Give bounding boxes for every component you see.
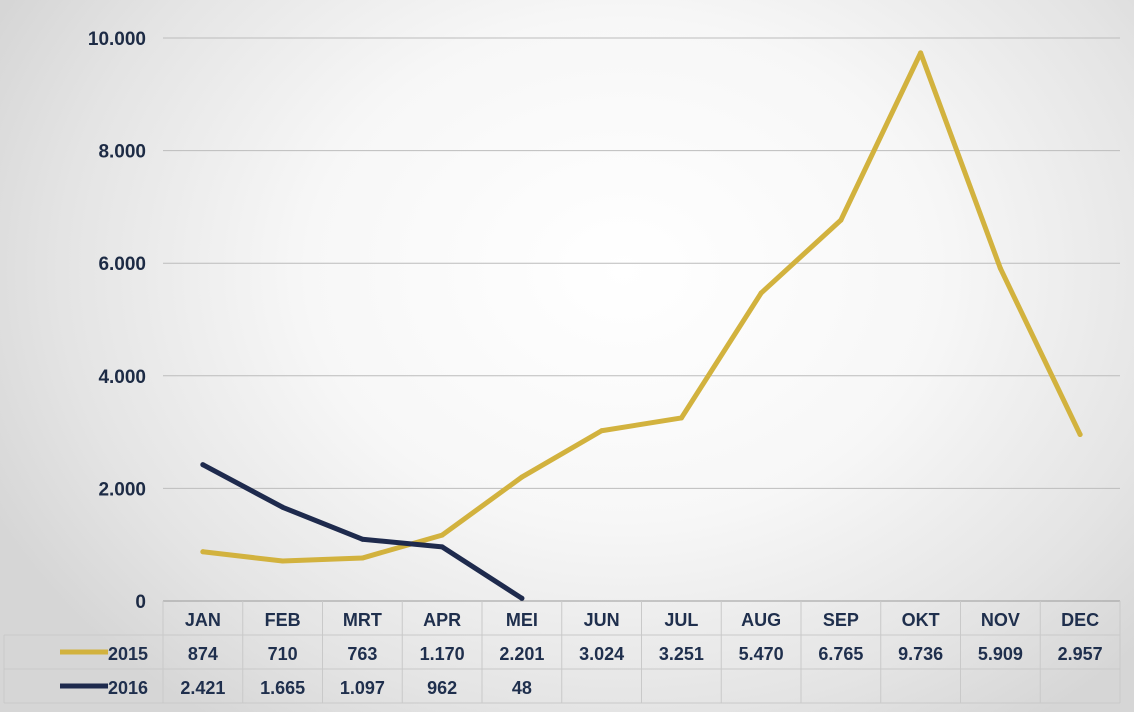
data-label: 3.251 — [659, 644, 704, 664]
x-category-label: JAN — [185, 610, 221, 630]
y-tick-label: 2.000 — [98, 479, 146, 500]
x-category-label: NOV — [981, 610, 1020, 630]
legend-label-2016: 2016 — [108, 678, 148, 698]
x-category-label: DEC — [1061, 610, 1099, 630]
data-label: 1.170 — [420, 644, 465, 664]
y-tick-label: 6.000 — [98, 254, 146, 275]
y-tick-label: 0 — [135, 592, 146, 613]
data-point-2015 — [678, 415, 684, 421]
x-category-label: MRT — [343, 610, 382, 630]
data-label: 710 — [268, 644, 298, 664]
data-point-2015 — [918, 50, 924, 56]
data-label: 3.024 — [579, 644, 624, 664]
x-category-label: FEB — [265, 610, 301, 630]
data-label: 5.470 — [739, 644, 784, 664]
series-line-2016 — [200, 462, 525, 601]
series-lines — [200, 50, 1083, 601]
data-point-2015 — [519, 474, 525, 480]
legend-label-2015: 2015 — [108, 644, 148, 664]
data-label: 962 — [427, 678, 457, 698]
x-category-label: APR — [423, 610, 461, 630]
data-label: 2.201 — [499, 644, 544, 664]
y-axis-tick-labels: 0 2.000 4.000 6.000 8.000 10.000 — [88, 29, 146, 613]
data-point-2016 — [439, 544, 445, 550]
data-point-2016 — [280, 504, 286, 510]
data-point-2016 — [359, 536, 365, 542]
data-table: JAN FEB MRT APR MEI JUN JUL AUG SEP OKT NOV DEC 2015… — [3, 600, 1121, 704]
data-point-2015 — [599, 428, 605, 434]
x-category-label: AUG — [741, 610, 781, 630]
data-point-2015 — [758, 290, 764, 296]
data-label: 1.665 — [260, 678, 305, 698]
data-point-2015 — [359, 555, 365, 561]
x-category-label: JUN — [584, 610, 620, 630]
data-point-2015 — [838, 217, 844, 223]
x-category-label: SEP — [823, 610, 859, 630]
y-tick-label: 4.000 — [98, 367, 146, 388]
data-label: 6.765 — [818, 644, 863, 664]
data-point-2015 — [439, 532, 445, 538]
data-label: 874 — [188, 644, 218, 664]
series-line-2015 — [200, 50, 1083, 564]
data-label: 48 — [512, 678, 532, 698]
data-point-2016 — [519, 595, 525, 601]
data-point-2016 — [200, 462, 206, 468]
data-label: 763 — [347, 644, 377, 664]
data-label: 1.097 — [340, 678, 385, 698]
data-label: 9.736 — [898, 644, 943, 664]
y-tick-label: 10.000 — [88, 29, 146, 50]
x-category-label: OKT — [902, 610, 940, 630]
data-label: 2.957 — [1058, 644, 1103, 664]
data-point-2015 — [997, 265, 1003, 271]
data-point-2015 — [1077, 432, 1083, 438]
data-point-2015 — [280, 558, 286, 564]
data-point-2015 — [200, 549, 206, 555]
data-label: 5.909 — [978, 644, 1023, 664]
y-tick-label: 8.000 — [98, 142, 146, 163]
data-label: 2.421 — [180, 678, 225, 698]
gridlines — [163, 37, 1120, 489]
x-category-label: MEI — [506, 610, 538, 630]
x-category-label: JUL — [664, 610, 698, 630]
